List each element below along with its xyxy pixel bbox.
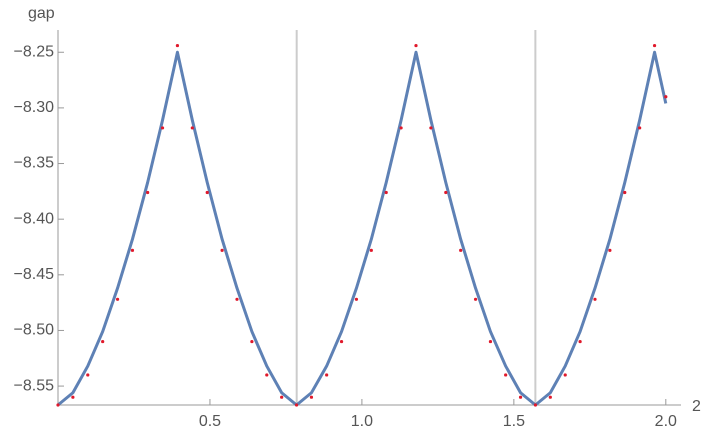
data-dot <box>175 43 180 48</box>
y-tick-label: −8.35 <box>14 155 55 172</box>
y-tick-label: −8.25 <box>14 43 55 60</box>
data-dot <box>146 190 150 195</box>
data-dot <box>608 248 612 252</box>
y-tick-label: −8.55 <box>14 377 55 394</box>
data-dot <box>250 339 254 344</box>
data-dot <box>309 395 314 399</box>
data-dot <box>504 373 508 377</box>
data-dot <box>190 126 194 130</box>
y-axis-label: gap <box>28 5 55 22</box>
x-tick-label: 0.5 <box>199 413 221 430</box>
y-tick-label: −8.30 <box>14 99 55 116</box>
data-dot <box>130 248 135 252</box>
x-tick-label: 1.0 <box>351 413 373 430</box>
data-dot <box>429 126 433 130</box>
data-dot <box>354 297 359 301</box>
data-dot <box>115 297 120 301</box>
data-dot <box>86 373 90 377</box>
data-dot <box>414 43 418 48</box>
data-dot <box>235 297 239 301</box>
data-dot <box>548 395 552 399</box>
data-dot <box>160 126 165 130</box>
data-dot <box>339 339 344 344</box>
data-dot <box>280 395 284 399</box>
data-dot <box>325 373 329 377</box>
data-dot <box>488 339 493 344</box>
y-tick-label: −8.40 <box>14 210 55 227</box>
x-tick-label: 2.0 <box>655 413 677 430</box>
data-dot <box>533 403 538 407</box>
data-dot <box>220 248 224 252</box>
data-dot <box>101 339 105 344</box>
data-dot <box>664 95 668 99</box>
data-dot <box>205 190 209 195</box>
data-dot <box>384 190 388 195</box>
data-line <box>57 50 668 407</box>
data-dot <box>578 339 582 344</box>
data-dot <box>623 190 627 195</box>
y-tick-label: −8.45 <box>14 266 55 283</box>
data-dot <box>444 190 448 195</box>
data-dot <box>593 297 597 301</box>
data-dot <box>459 248 463 252</box>
x-tick-label: 1.5 <box>503 413 525 430</box>
data-dot <box>563 373 567 377</box>
data-dot <box>638 126 642 130</box>
data-dot <box>294 403 299 407</box>
x-axis-label: 2 <box>692 398 701 415</box>
data-dot <box>369 248 373 252</box>
data-dot <box>399 126 403 130</box>
data-dot <box>56 403 60 407</box>
data-dot <box>265 373 269 377</box>
data-dot <box>473 297 478 301</box>
y-tick-label: −8.50 <box>14 322 55 339</box>
data-dot <box>518 395 523 399</box>
data-dot <box>71 395 75 399</box>
data-dot <box>652 43 657 48</box>
